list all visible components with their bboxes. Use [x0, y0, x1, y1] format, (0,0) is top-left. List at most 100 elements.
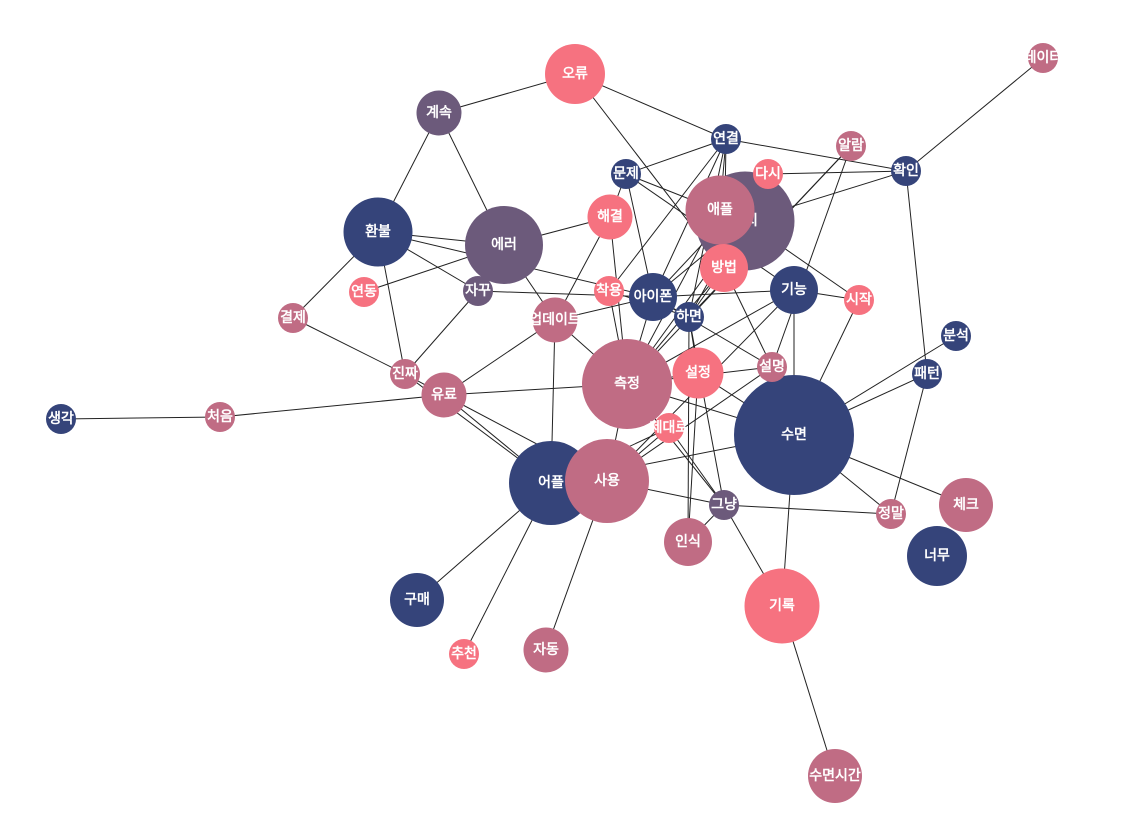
node-circle[interactable]	[390, 573, 444, 627]
node-circle[interactable]	[390, 359, 420, 389]
node-circle[interactable]	[532, 297, 578, 343]
node-circle[interactable]	[836, 131, 866, 161]
node-circle[interactable]	[700, 244, 748, 292]
graph-node[interactable]: 설정	[672, 347, 724, 399]
graph-node[interactable]: 에러	[465, 206, 543, 284]
graph-edge	[905, 57, 1044, 172]
graph-node[interactable]: 연결	[711, 124, 741, 154]
graph-node[interactable]: 연동	[349, 277, 379, 307]
graph-node[interactable]: 계속	[416, 90, 462, 136]
node-circle[interactable]	[611, 159, 641, 189]
node-circle[interactable]	[205, 402, 235, 432]
node-circle[interactable]	[278, 303, 308, 333]
graph-node[interactable]: 오류	[545, 44, 605, 104]
node-circle[interactable]	[349, 277, 379, 307]
graph-node[interactable]: 패턴	[912, 359, 942, 389]
node-circle[interactable]	[1028, 43, 1058, 73]
graph-edge	[725, 138, 907, 172]
node-circle[interactable]	[711, 124, 741, 154]
graph-node[interactable]: 진짜	[390, 359, 420, 389]
graph-node[interactable]: 체크	[939, 478, 993, 532]
node-circle[interactable]	[587, 194, 633, 240]
node-circle[interactable]	[449, 639, 479, 669]
graph-node[interactable]: 그냥	[709, 490, 739, 520]
graph-edge	[723, 504, 892, 515]
graph-edge	[767, 170, 907, 175]
node-circle[interactable]	[421, 372, 467, 418]
node-circle[interactable]	[465, 206, 543, 284]
node-circle[interactable]	[770, 266, 818, 314]
graph-node[interactable]: 다시	[753, 159, 783, 189]
graph-edge	[477, 290, 654, 298]
node-circle[interactable]	[46, 404, 76, 434]
node-circle[interactable]	[416, 90, 462, 136]
node-circle[interactable]	[654, 413, 684, 443]
graph-node[interactable]: 하면	[674, 302, 704, 332]
graph-node[interactable]: 기록	[744, 568, 820, 644]
graph-node[interactable]: 데이터	[1024, 43, 1063, 73]
graph-node[interactable]: 해결	[587, 194, 633, 240]
graph-node[interactable]: 추천	[449, 639, 479, 669]
graph-node[interactable]: 수면시간	[808, 749, 862, 803]
graph-edge	[404, 290, 479, 375]
graph-edge	[890, 373, 928, 515]
graph-node[interactable]: 알람	[836, 131, 866, 161]
graph-node[interactable]: 인식	[664, 518, 712, 566]
graph-node[interactable]: 사용	[565, 439, 649, 523]
graph-edge	[60, 416, 221, 420]
node-circle[interactable]	[876, 499, 906, 529]
node-circle[interactable]	[891, 156, 921, 186]
node-circle[interactable]	[545, 44, 605, 104]
node-circle[interactable]	[463, 276, 493, 306]
node-circle[interactable]	[744, 568, 820, 644]
node-circle[interactable]	[565, 439, 649, 523]
graph-node[interactable]: 자동	[523, 627, 569, 673]
node-circle[interactable]	[844, 285, 874, 315]
graph-node[interactable]: 기능	[770, 266, 818, 314]
node-circle[interactable]	[912, 359, 942, 389]
graph-node[interactable]: 착용	[594, 276, 624, 306]
graph-node[interactable]: 확인	[891, 156, 921, 186]
node-circle[interactable]	[343, 197, 413, 267]
graph-edge	[688, 316, 725, 506]
graph-node[interactable]: 애플	[685, 175, 755, 245]
graph-node[interactable]: 생각	[46, 404, 76, 434]
graph-node[interactable]: 정말	[876, 499, 906, 529]
graph-node[interactable]: 측정	[582, 339, 672, 429]
node-circle[interactable]	[709, 490, 739, 520]
node-circle[interactable]	[685, 175, 755, 245]
node-circle[interactable]	[664, 518, 712, 566]
graph-node[interactable]: 너무	[907, 526, 967, 586]
graph-node[interactable]: 수면	[734, 375, 854, 495]
node-circle[interactable]	[629, 273, 677, 321]
node-circle[interactable]	[594, 276, 624, 306]
graph-edge	[625, 138, 727, 175]
graph-node[interactable]: 설명	[757, 352, 787, 382]
node-circle[interactable]	[757, 352, 787, 382]
node-circle[interactable]	[523, 627, 569, 673]
graph-edge	[687, 372, 699, 543]
graph-node[interactable]: 유료	[421, 372, 467, 418]
graph-node[interactable]: 시작	[844, 285, 874, 315]
graph-node[interactable]: 자꾸	[463, 276, 493, 306]
node-circle[interactable]	[674, 302, 704, 332]
graph-node[interactable]: 결제	[278, 303, 308, 333]
node-circle[interactable]	[941, 321, 971, 351]
node-circle[interactable]	[734, 375, 854, 495]
graph-node[interactable]: 아이폰	[629, 273, 677, 321]
node-circle[interactable]	[808, 749, 862, 803]
node-circle[interactable]	[753, 159, 783, 189]
node-circle[interactable]	[672, 347, 724, 399]
graph-edge	[292, 317, 406, 375]
graph-node[interactable]: 분석	[941, 321, 971, 351]
node-circle[interactable]	[582, 339, 672, 429]
graph-node[interactable]: 구매	[390, 573, 444, 627]
node-circle[interactable]	[907, 526, 967, 586]
graph-node[interactable]: 처음	[205, 402, 235, 432]
node-circle[interactable]	[939, 478, 993, 532]
graph-node[interactable]: 환불	[343, 197, 413, 267]
graph-node[interactable]: 방법	[700, 244, 748, 292]
graph-edge	[668, 427, 725, 506]
graph-node[interactable]: 문제	[611, 159, 641, 189]
